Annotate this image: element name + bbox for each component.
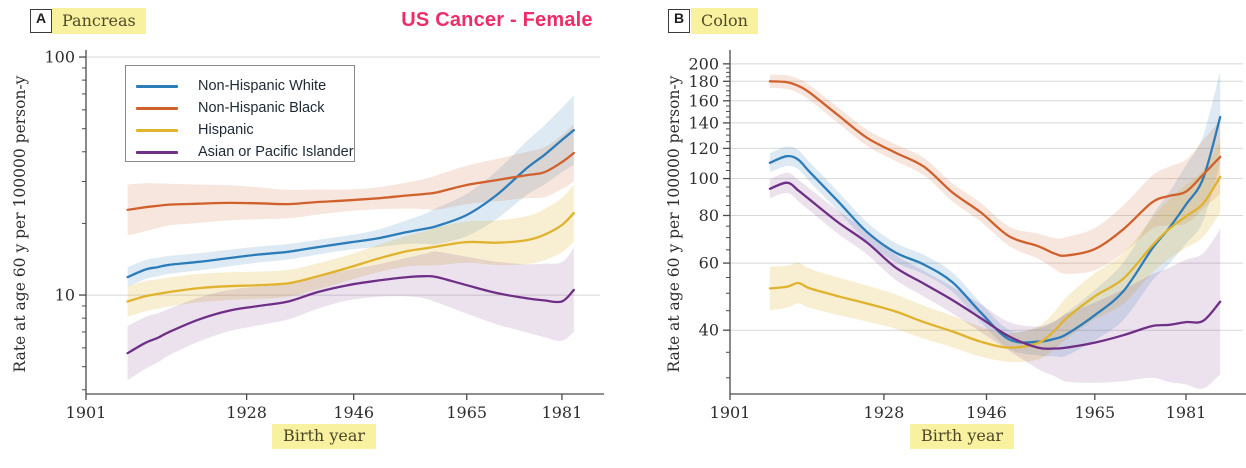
panel-a-line-non-hispanic-black bbox=[126, 151, 575, 212]
panel-a-band-non-hispanic-white bbox=[127, 95, 574, 287]
panel-b-band-non-hispanic-black bbox=[769, 74, 1221, 274]
x-tick-label: 1946 bbox=[333, 403, 374, 422]
x-tick-label: 1965 bbox=[446, 403, 487, 422]
y-tick-label: 120 bbox=[688, 139, 719, 158]
y-tick-label: 10 bbox=[55, 286, 75, 305]
panel-b-y-axis-title: Rate at age 60 y per 100000 person-y bbox=[665, 75, 683, 373]
y-tick-label: 200 bbox=[688, 54, 719, 73]
legend-label: Non-Hispanic White bbox=[198, 78, 327, 94]
panel-b-line-hispanic bbox=[768, 175, 1222, 349]
y-tick-label: 80 bbox=[699, 206, 719, 225]
legend-item-3: Asian or Pacific Islander bbox=[136, 141, 354, 163]
y-tick-label: 160 bbox=[688, 91, 719, 110]
panel-a-tag: A bbox=[30, 9, 52, 33]
y-tick-label: 140 bbox=[688, 113, 719, 132]
legend-item-2: Hispanic bbox=[136, 119, 354, 141]
x-tick-label: 1965 bbox=[1074, 403, 1115, 422]
panel-a-label: Pancreas bbox=[52, 8, 146, 34]
x-tick-label: 1981 bbox=[542, 403, 583, 422]
panel-b-tag: B bbox=[668, 9, 690, 33]
panel-a-y-axis-title: Rate at age 60 y per 100000 person-y bbox=[11, 75, 29, 373]
y-tick-label: 60 bbox=[699, 254, 719, 273]
legend-label: Asian or Pacific Islander bbox=[198, 144, 354, 160]
panel-b-series bbox=[768, 71, 1222, 389]
panel-a-x-axis-title: Birth year bbox=[271, 424, 377, 449]
legend-line-swatch bbox=[136, 128, 178, 132]
legend-label: Non-Hispanic Black bbox=[198, 100, 325, 116]
x-tick-label: 1981 bbox=[1166, 403, 1207, 422]
panel-b-band-non-hispanic-white bbox=[769, 71, 1221, 358]
y-tick-label: 40 bbox=[699, 321, 719, 340]
legend-label: Hispanic bbox=[198, 122, 254, 138]
panel-a-band-hispanic bbox=[127, 184, 574, 317]
legend-line-swatch bbox=[136, 84, 178, 88]
panel-b-x-axis-title: Birth year bbox=[909, 424, 1015, 449]
x-tick-label: 1928 bbox=[226, 403, 267, 422]
panel-b-line-asian-or-pacific-islander bbox=[768, 181, 1222, 350]
figure-title: US Cancer - Female bbox=[401, 9, 593, 31]
panel-a-line-hispanic bbox=[126, 211, 575, 303]
x-tick-label: 1901 bbox=[710, 403, 751, 422]
panel-a-series bbox=[126, 95, 575, 381]
panel-a-line-asian-or-pacific-islander bbox=[126, 274, 575, 355]
x-tick-label: 1928 bbox=[864, 403, 905, 422]
x-tick-label: 1946 bbox=[966, 403, 1007, 422]
panel-a-band-asian-or-pacific-islander bbox=[127, 248, 574, 381]
panel-a-line-non-hispanic-white bbox=[126, 129, 575, 279]
panel-b-label: Colon bbox=[691, 8, 758, 34]
x-tick-label: 1901 bbox=[66, 403, 107, 422]
panel-a-band-non-hispanic-black bbox=[127, 124, 574, 236]
panel-b-band-asian-or-pacific-islander bbox=[769, 172, 1221, 389]
legend-line-swatch bbox=[136, 106, 178, 110]
legend-item-1: Non-Hispanic Black bbox=[136, 97, 354, 119]
legend-box: Non-Hispanic White Non-Hispanic Black Hisp… bbox=[125, 65, 355, 162]
legend-line-swatch bbox=[136, 150, 178, 154]
y-tick-label: 100 bbox=[44, 48, 75, 67]
legend-item-0: Non-Hispanic White bbox=[136, 75, 354, 97]
panel-b-line-non-hispanic-black bbox=[768, 80, 1222, 257]
y-tick-label: 100 bbox=[688, 169, 719, 188]
y-tick-label: 180 bbox=[688, 72, 719, 91]
panel-a: 100 10 1901 1928 1946 1965 1981 bbox=[44, 48, 604, 422]
